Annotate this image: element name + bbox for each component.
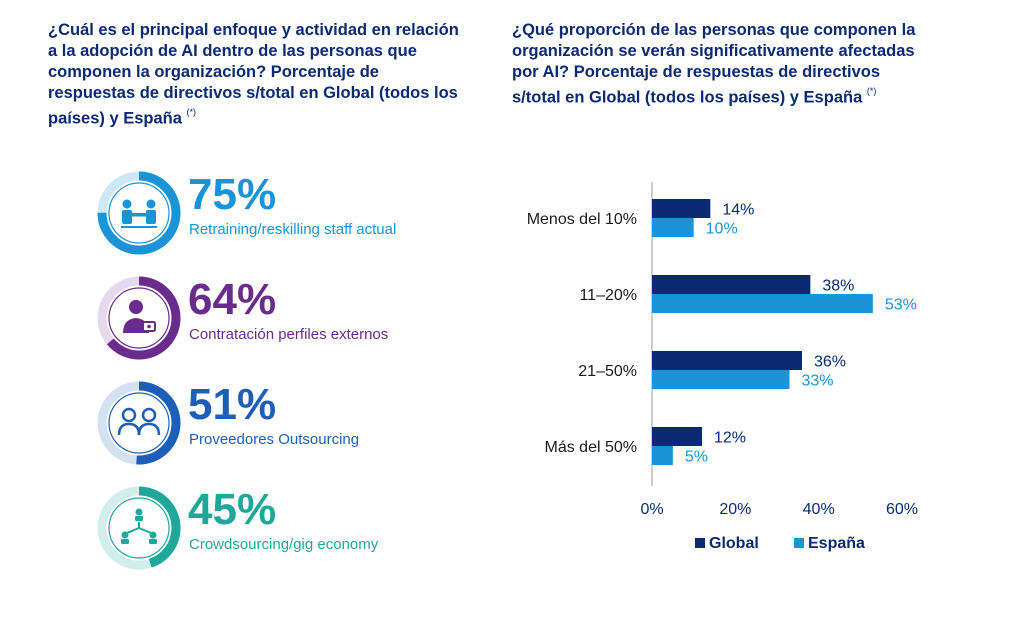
bar-españa [652, 218, 694, 237]
stat-value: 51% [188, 380, 277, 429]
x-tick-label: 60% [886, 501, 918, 518]
stat-outsourcing: 51% Proveedores Outsourcing [96, 380, 476, 470]
stat-value: 64% [188, 275, 277, 324]
legend-swatch [794, 538, 804, 548]
right-title-text: ¿Qué proporción de las personas que comp… [512, 21, 916, 107]
stat-contratacion: 64% Contratación perfiles externos [96, 275, 476, 365]
bar-chart: Menos del 10% 14% 10% 11–20% 38% 53% 21–50% 36%… [527, 182, 918, 552]
handshake-people-icon [121, 199, 157, 228]
data-label: 36% [814, 354, 846, 371]
x-tick-label: 20% [719, 501, 751, 518]
bar-global [652, 351, 802, 370]
bar-global [652, 199, 711, 218]
stat-ring-retraining [97, 171, 181, 255]
legend-swatch [695, 538, 705, 548]
bar-españa [652, 294, 873, 313]
category-label: 11–20% [579, 287, 637, 304]
data-label: 33% [802, 373, 834, 390]
data-label: 5% [685, 449, 708, 466]
right-title-note: (*) [866, 86, 877, 96]
network-people-icon [121, 508, 157, 544]
bar-global [652, 275, 811, 294]
category-label: Más del 50% [545, 439, 638, 456]
data-label: 10% [706, 221, 738, 238]
bar-españa [652, 446, 673, 465]
left-title-text: ¿Cuál es el principal enfoque y activida… [48, 21, 459, 128]
stat-ring-outsourcing [97, 381, 181, 465]
legend-label: Global [709, 535, 759, 552]
x-tick-label: 40% [803, 501, 835, 518]
right-chart-title: ¿Qué proporción de las personas que comp… [512, 20, 932, 109]
stat-label: Proveedores Outsourcing [189, 431, 360, 448]
legend-label: España [808, 535, 865, 552]
bar-global [652, 427, 702, 446]
left-title-note: (*) [186, 107, 197, 117]
data-label: 12% [714, 430, 746, 447]
stat-value: 75% [188, 170, 277, 219]
stat-label: Retraining/reskilling staff actual [189, 221, 397, 238]
x-tick-label: 0% [640, 501, 663, 518]
category-label: 21–50% [578, 363, 637, 380]
stat-value: 45% [188, 485, 277, 534]
data-label: 38% [822, 278, 854, 295]
stat-crowdsourcing: 45% Crowdsourcing/gig economy [96, 485, 476, 575]
two-people-icon [117, 407, 161, 436]
stat-ring-contratacion [97, 276, 181, 360]
left-chart-title: ¿Cuál es el principal enfoque y activida… [48, 20, 468, 130]
data-label: 14% [722, 202, 754, 219]
stat-retraining: 75% Retraining/reskilling staff actual [96, 170, 476, 260]
stat-ring-crowdsourcing [97, 486, 181, 570]
person-hire-icon [123, 300, 156, 333]
stat-label: Crowdsourcing/gig economy [189, 536, 379, 553]
category-label: Menos del 10% [527, 211, 637, 228]
data-label: 53% [885, 297, 917, 314]
bar-españa [652, 370, 790, 389]
stat-label: Contratación perfiles externos [189, 326, 389, 343]
